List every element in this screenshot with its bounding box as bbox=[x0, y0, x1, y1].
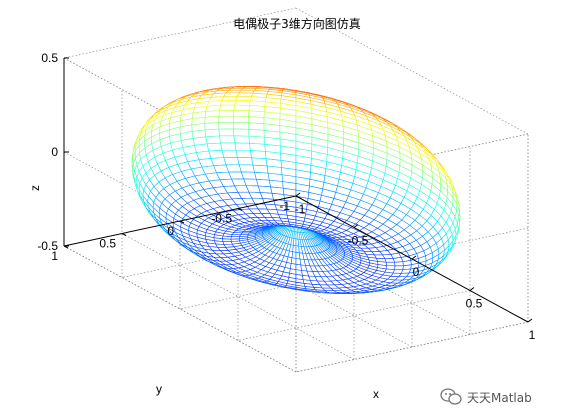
surface-cell bbox=[254, 171, 270, 181]
surface-cell bbox=[223, 157, 240, 166]
x-tick-label: -0.5 bbox=[348, 234, 369, 248]
x-tick-label: 0 bbox=[413, 265, 420, 279]
x-tick-label: 1 bbox=[529, 328, 536, 342]
surface-cell bbox=[311, 112, 329, 123]
y-axis-label: y bbox=[156, 382, 162, 396]
surface-cell bbox=[293, 231, 297, 240]
surface-cell bbox=[251, 157, 268, 167]
x-axis-label: x bbox=[373, 387, 379, 401]
surface-cell bbox=[233, 135, 250, 144]
surface-cell bbox=[385, 261, 396, 267]
grid-line bbox=[237, 290, 471, 341]
surface-cell bbox=[218, 110, 235, 117]
box-edge bbox=[295, 321, 529, 373]
surface-cell bbox=[237, 157, 254, 166]
surface-cell bbox=[293, 238, 297, 247]
surface-cell bbox=[221, 149, 238, 158]
z-tick-label: -0.5 bbox=[37, 239, 58, 253]
grid-line bbox=[295, 227, 529, 279]
surface-cell bbox=[225, 164, 242, 173]
y-tick-label: 1 bbox=[51, 249, 58, 263]
y-tick-mark bbox=[295, 195, 301, 199]
surface-cell bbox=[218, 115, 234, 123]
surface-cell bbox=[394, 265, 404, 270]
surface-cell bbox=[252, 164, 269, 174]
surface-cell bbox=[221, 95, 238, 101]
surface-cell bbox=[204, 116, 220, 124]
surface-cell bbox=[206, 142, 223, 152]
y-tick-mark bbox=[121, 233, 127, 236]
surface-cell bbox=[232, 115, 249, 123]
chart-title: 电偶极子3维方向图仿真 bbox=[233, 16, 361, 31]
surface-cell bbox=[206, 100, 223, 107]
watermark-text: 天天Matlab bbox=[467, 390, 532, 405]
x-tick-mark bbox=[527, 318, 533, 323]
surface-cell bbox=[220, 142, 237, 151]
watermark: 天天Matlab bbox=[440, 386, 532, 408]
surface-cell bbox=[204, 122, 220, 131]
surface-cell bbox=[291, 251, 297, 259]
surface-cell bbox=[238, 164, 255, 173]
surface-cell bbox=[249, 142, 266, 152]
y-tick-mark bbox=[237, 208, 243, 211]
box-edge bbox=[63, 7, 297, 59]
x-tick-mark bbox=[353, 224, 359, 228]
tick-labels: -1-0.500.51-1-0.500.51-0.500.5 bbox=[37, 51, 535, 342]
y-tick-mark bbox=[179, 220, 185, 224]
surface-cell bbox=[240, 171, 257, 180]
surface-cell bbox=[204, 128, 220, 138]
surface-cell bbox=[220, 100, 237, 106]
surface-cell bbox=[232, 121, 249, 130]
surface-cell bbox=[233, 110, 250, 117]
z-tick-label: 0 bbox=[51, 145, 58, 159]
surface-cell bbox=[255, 178, 271, 188]
surface-cell bbox=[208, 149, 225, 159]
surface-cell bbox=[234, 100, 251, 106]
axes bbox=[63, 57, 533, 323]
surface-cell bbox=[290, 257, 297, 265]
y-tick-label: 0.5 bbox=[99, 237, 116, 251]
surface-cell bbox=[235, 95, 252, 101]
surface-cell bbox=[210, 157, 227, 166]
surface-cell bbox=[205, 135, 221, 145]
x-tick-label: -1 bbox=[295, 202, 306, 216]
surface-cell bbox=[222, 241, 233, 245]
surface-cell bbox=[228, 171, 244, 180]
x-tick-mark bbox=[469, 287, 475, 291]
surface-cell bbox=[219, 135, 236, 144]
box-edge bbox=[295, 133, 529, 185]
surface-cell bbox=[385, 265, 396, 270]
y-tick-label: -0.5 bbox=[211, 212, 232, 226]
surface-cell bbox=[230, 236, 240, 240]
surface-cell bbox=[250, 150, 267, 159]
z-tick-label: 0.5 bbox=[41, 51, 58, 65]
surface-cell bbox=[219, 104, 236, 111]
dipole-surface bbox=[131, 86, 461, 294]
surface-cell bbox=[235, 149, 252, 158]
surface-cell bbox=[248, 105, 266, 113]
surface-cell bbox=[248, 122, 265, 131]
surface-cell bbox=[233, 128, 250, 137]
surface-cell bbox=[218, 128, 235, 137]
x-tick-mark bbox=[295, 192, 301, 197]
x-tick-label: 0.5 bbox=[466, 297, 483, 311]
y-tick-label: -1 bbox=[279, 199, 290, 213]
surface-cell bbox=[234, 142, 251, 151]
x-tick-mark bbox=[411, 255, 417, 260]
surface-cell bbox=[243, 178, 259, 187]
wechat-icon bbox=[440, 388, 462, 405]
surface-cell bbox=[292, 244, 297, 253]
surface-cell bbox=[248, 135, 266, 145]
y-tick-label: 0 bbox=[167, 224, 174, 238]
surface-cell bbox=[218, 121, 234, 130]
z-axis-label: z bbox=[28, 185, 42, 191]
surface-cell bbox=[233, 104, 250, 111]
